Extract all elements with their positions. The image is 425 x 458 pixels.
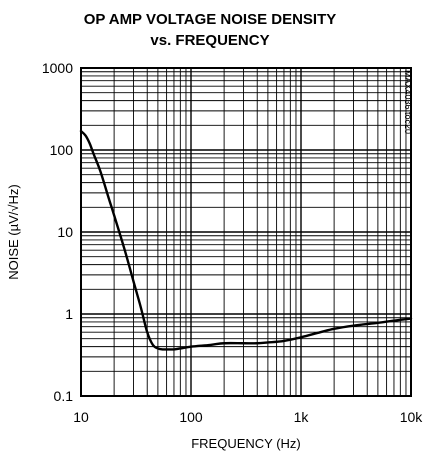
y-axis-label: NOISE (µV/√Hz) — [6, 184, 21, 280]
y-tick-label: 0.1 — [54, 388, 74, 404]
toc-annotation: MAX4036 toc20 — [403, 70, 413, 134]
x-tick-label: 10 — [73, 409, 89, 425]
chart-title: OP AMP VOLTAGE NOISE DENSITY — [84, 11, 337, 28]
y-tick-label: 1 — [65, 306, 73, 322]
series-line-noise — [79, 129, 413, 351]
chart-subtitle: vs. FREQUENCY — [150, 32, 269, 49]
x-tick-label: 100 — [179, 409, 203, 425]
x-tick-label: 10k — [400, 409, 424, 425]
y-tick-label: 1000 — [42, 60, 73, 76]
x-tick-label: 1k — [294, 409, 310, 425]
y-tick-label: 10 — [57, 224, 73, 240]
plot-frame — [80, 67, 412, 397]
x-tick-labels: 10 100 1k 10k — [73, 409, 423, 425]
y-tick-label: 100 — [50, 142, 74, 158]
y-tick-labels: 0.1 1 10 100 1000 — [42, 60, 73, 404]
x-axis-label: FREQUENCY (Hz) — [191, 436, 301, 451]
